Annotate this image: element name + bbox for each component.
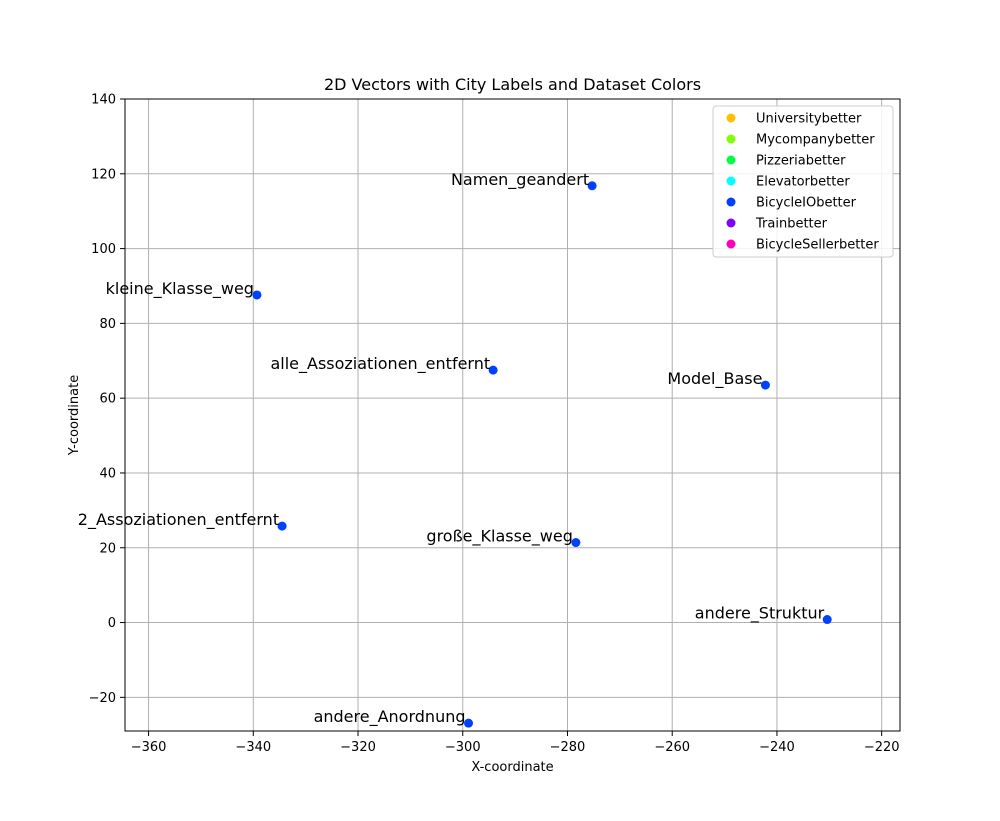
point-label: Model_Base <box>667 369 762 389</box>
y-axis-title: Y-coordinate <box>67 375 82 456</box>
legend-label: BicycleSellerbetter <box>756 238 879 253</box>
x-tick-label: −360 <box>131 740 167 755</box>
axis-ticks: −360 −340 −320 −300 −280 −260 −240 −220 −20 0 20 40… <box>89 93 900 756</box>
legend-marker <box>726 113 736 123</box>
chart-title: 2D Vectors with City Labels and Dataset … <box>324 75 701 94</box>
plot-frame <box>124 98 901 732</box>
x-tick-label: −320 <box>340 740 376 755</box>
legend-marker <box>726 155 736 165</box>
point-label: große_Klasse_weg <box>426 527 572 547</box>
legend-label: Mycompanybetter <box>756 133 875 148</box>
y-tick-label: 40 <box>99 466 116 481</box>
legend-marker <box>726 218 736 228</box>
y-tick-label: 100 <box>91 242 116 257</box>
x-tick-label: −260 <box>654 740 690 755</box>
data-point <box>587 181 597 191</box>
legend-marker <box>726 239 736 249</box>
x-tick-label: −240 <box>759 740 795 755</box>
point-label: 2_Assoziationen_entfernt <box>78 510 279 530</box>
legend-label: Universitybetter <box>756 112 862 127</box>
legend-marker <box>726 134 736 144</box>
data-point <box>822 615 832 625</box>
legend-marker <box>726 197 736 207</box>
data-point <box>252 290 262 300</box>
legend-label: Pizzeriabetter <box>756 154 846 169</box>
point-label: andere_Anordnung <box>314 707 466 727</box>
legend-label: Trainbetter <box>755 217 828 232</box>
data-points: Namen_geandert kleine_Klasse_weg alle_Asso… <box>78 170 832 728</box>
legend-label: Elevatorbetter <box>756 175 850 190</box>
y-tick-label: 120 <box>91 167 116 182</box>
legend-label: BicycleIObetter <box>756 196 857 211</box>
y-tick-label: 60 <box>99 392 116 407</box>
point-label: alle_Assoziationen_entfernt <box>270 354 490 374</box>
y-tick-label: 140 <box>91 93 116 108</box>
legend-marker <box>726 176 736 186</box>
point-label: andere_Struktur <box>695 604 825 624</box>
point-label: Namen_geandert <box>451 170 589 190</box>
x-tick-label: −300 <box>445 740 481 755</box>
data-point <box>760 380 770 390</box>
data-point <box>488 365 498 375</box>
x-tick-label: −220 <box>864 740 900 755</box>
y-tick-label: 20 <box>99 541 116 556</box>
x-tick-label: −280 <box>550 740 586 755</box>
data-point <box>571 538 581 548</box>
point-label: kleine_Klasse_weg <box>106 279 254 299</box>
y-tick-label: 80 <box>99 317 116 332</box>
data-point <box>277 521 287 531</box>
legend-box <box>712 105 894 258</box>
x-axis-title: X-coordinate <box>471 760 553 775</box>
legend: Universitybetter Mycompanybetter Pizzeriab… <box>712 105 894 258</box>
y-tick-label: −20 <box>89 691 116 706</box>
data-point <box>464 718 474 728</box>
y-tick-label: 0 <box>108 616 116 631</box>
x-tick-label: −340 <box>235 740 271 755</box>
